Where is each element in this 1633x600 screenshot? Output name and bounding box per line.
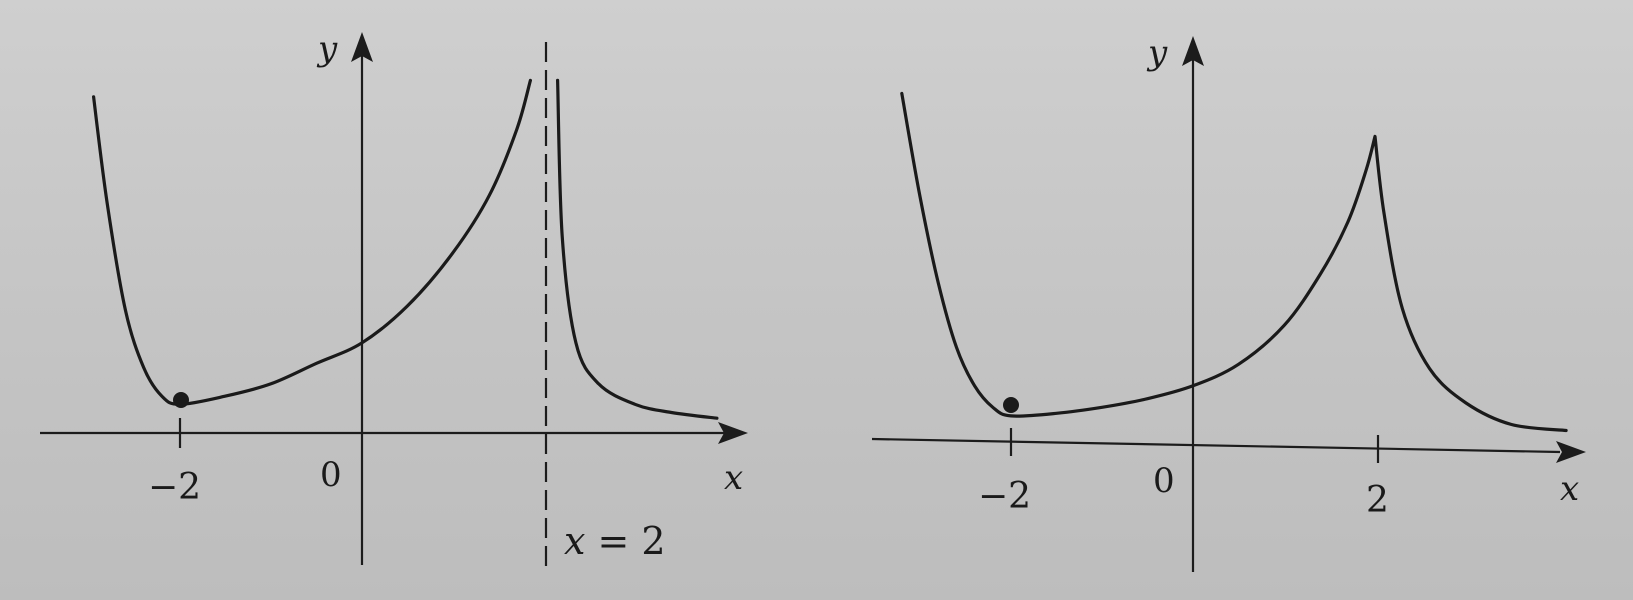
left-tick-label-minus-2: −2 <box>148 467 201 508</box>
right-minimum-point <box>1003 397 1019 413</box>
right-y-axis-arrow <box>1182 36 1204 66</box>
right-tick-label-minus-2: −2 <box>978 476 1031 517</box>
right-y-axis-label: y <box>1146 33 1168 73</box>
right-curve <box>900 91 1568 433</box>
left-graph: y x 0 −2 x = 2 <box>40 29 748 568</box>
left-x-axis-label: x <box>724 458 743 498</box>
right-graph: y x 0 −2 2 <box>871 33 1586 572</box>
left-asymptote-label: x = 2 <box>564 519 666 563</box>
right-x-axis <box>871 437 1561 454</box>
right-tick-label-2: 2 <box>1366 480 1389 521</box>
left-y-axis-label: y <box>316 29 338 69</box>
right-x-axis-label: x <box>1560 469 1579 509</box>
left-x-axis-arrow <box>718 422 748 444</box>
left-curve-branch-2 <box>556 78 719 420</box>
left-minimum-point <box>173 392 189 408</box>
right-origin-label: 0 <box>1153 461 1175 501</box>
left-y-axis-arrow <box>351 32 373 62</box>
left-asymptote-eq: = 2 <box>585 519 665 563</box>
left-asymptote-var: x <box>564 519 585 563</box>
left-origin-label: 0 <box>320 455 342 495</box>
right-x-axis-arrow <box>1556 441 1586 463</box>
left-curve-branch-1 <box>92 78 532 406</box>
